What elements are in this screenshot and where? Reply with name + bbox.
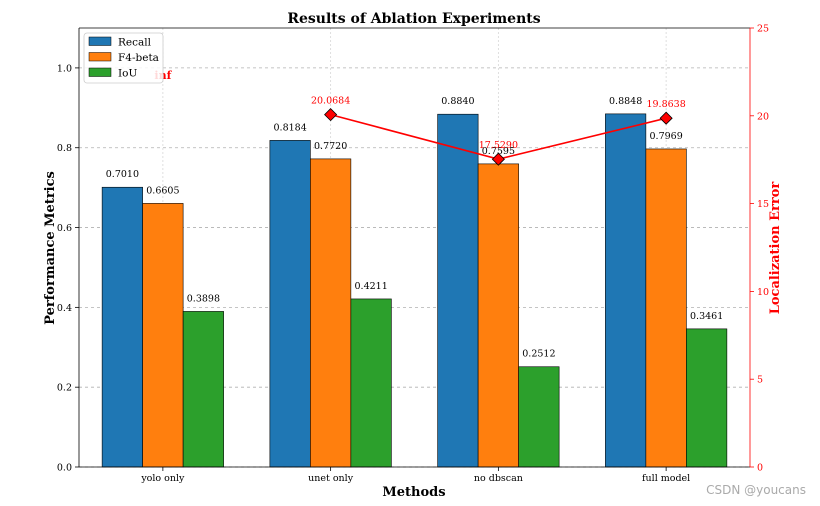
- watermark: CSDN @youcans: [706, 483, 806, 497]
- bar-iou: [686, 328, 728, 468]
- bar-f4-beta: [142, 203, 184, 468]
- y-tick-label: 0.4: [57, 303, 72, 314]
- bar-f4-beta: [645, 148, 687, 468]
- bar-value-label: 0.8840: [441, 96, 474, 107]
- bar-f4-beta: [310, 158, 352, 468]
- y-tick-label: 0.8: [57, 143, 72, 154]
- bar-iou: [350, 298, 392, 468]
- bar-iou: [182, 311, 224, 468]
- y-right-tick-label: 10: [757, 287, 769, 298]
- bar-value-label: 0.6605: [146, 185, 179, 196]
- legend-swatch: [88, 67, 112, 77]
- axes: 0.0 0.2 0.4 0.6 0.8 1.0 yolo only unet only no d…: [57, 24, 769, 485]
- localization-error-point: [324, 108, 338, 122]
- bar-recall: [437, 113, 479, 468]
- x-tick-label: unet only: [308, 473, 354, 484]
- y-right-tick-label: 20: [757, 111, 769, 122]
- y-right-tick-label: 25: [757, 24, 769, 35]
- bar-recall: [101, 186, 143, 468]
- legend-label: Recall: [118, 37, 152, 49]
- localization-error-point: [491, 152, 505, 166]
- bar-iou: [518, 366, 560, 468]
- bar-value-label: 0.3461: [690, 311, 723, 322]
- y-axis-label: Performance Metrics: [43, 171, 58, 325]
- bar-value-label: 0.7595: [482, 146, 515, 157]
- legend-label: F4-beta: [118, 52, 159, 64]
- bar-value-label: 0.2512: [522, 349, 555, 360]
- legend: Recall F4-beta IoU: [83, 32, 164, 84]
- y-tick-label: 0.2: [57, 383, 72, 394]
- bars: 0.7010 0.8184 0.8840 0.8848 0.6605 0.7720 0.75…: [101, 96, 728, 468]
- bar-value-label: 0.4211: [355, 281, 388, 292]
- bar-value-label: 0.7010: [106, 169, 139, 180]
- bar-recall: [605, 113, 647, 468]
- y-tick-label: 0.0: [57, 463, 72, 474]
- bar-recall: [269, 140, 311, 468]
- bar-value-label: 0.7720: [314, 141, 347, 152]
- x-tick-label: yolo only: [140, 473, 185, 484]
- localization-error-label: 17.5290: [479, 140, 518, 151]
- bar-value-label: 0.7969: [650, 131, 683, 142]
- legend-swatch: [88, 36, 112, 46]
- x-tick-label: full model: [642, 473, 690, 484]
- localization-error-label: 20.0684: [311, 96, 350, 107]
- bar-value-label: 0.3898: [187, 293, 220, 304]
- bar-value-label: 0.8848: [609, 96, 642, 107]
- y-tick-label: 1.0: [57, 63, 72, 74]
- y-right-tick-label: 0: [757, 463, 763, 474]
- y-tick-label: 0.6: [57, 223, 72, 234]
- y-right-tick-label: 15: [757, 199, 769, 210]
- bar-f4-beta: [477, 163, 519, 468]
- x-tick-label: no dbscan: [474, 473, 523, 484]
- x-axis-label: Methods: [382, 485, 445, 500]
- chart-title: Results of Ablation Experiments: [287, 11, 540, 27]
- y-right-tick-label: 5: [757, 375, 763, 386]
- y-axis-right-label: Localization Error: [768, 182, 783, 315]
- bar-value-label: 0.8184: [274, 122, 307, 133]
- legend-label: IoU: [118, 68, 137, 80]
- localization-error-point: [659, 111, 673, 125]
- legend-swatch: [88, 52, 112, 62]
- localization-error-label: 19.8638: [646, 99, 685, 110]
